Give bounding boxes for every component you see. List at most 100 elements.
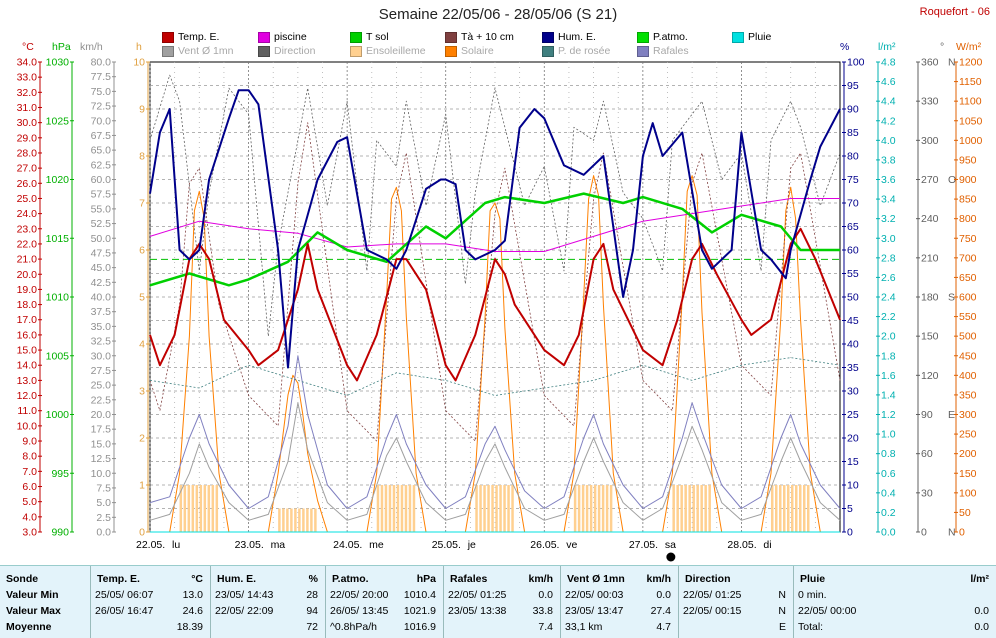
legend-swatch [258,45,270,57]
axis-label-wind: 27.5 [91,365,112,377]
sunshine-bar [491,485,494,532]
axis-label-dir: 90 [921,409,933,421]
x-tick-day: sa [665,539,676,551]
stats-value: 0.0 [974,621,989,633]
axis-label-sun: 4 [139,339,145,351]
axis-label-rain: 0.8 [881,448,896,460]
legend-swatch [445,45,457,57]
axis-label-hum: 55 [847,268,859,280]
legend: Temp. E. piscine T sol Tà + 10 cm Hum. E. P.a… [0,31,860,59]
axis-label-temp: 11.0 [17,405,37,417]
axis-label-press: 1005 [46,350,70,362]
axis-label-hum: 35 [847,362,859,374]
axis-label-wind: 5.0 [96,497,111,509]
sunshine-bar [795,485,798,532]
sunshine-bar [475,485,478,532]
stats-unit: % [308,573,318,585]
stats-value: 22/05/ 22:09 [215,605,274,617]
series-line [149,355,841,509]
axis-label-solar: 750 [959,233,977,245]
axis-label-hum: 45 [847,315,859,327]
axis-label-press: 995 [51,468,69,480]
stats-header: Hum. E. [217,573,257,585]
sunshine-bar [388,485,392,532]
station-name: Roquefort - 06 [919,6,990,18]
axis-label-temp: 7.0 [22,466,37,478]
axis-label-wind: 2.5 [96,512,111,524]
axis-label-hum: 70 [847,198,859,210]
axis-label-wind: 12.5 [91,453,112,465]
stats-value: 33,1 km [565,621,603,633]
axis-label-press: 1010 [46,292,70,304]
axis-label-solar: 850 [959,194,977,206]
axis-label-solar: 1000 [959,135,983,147]
axis-label-solar: 1100 [959,96,982,108]
axis-label-temp: 4.0 [22,511,37,523]
legend-item: P. de rosée [542,45,610,57]
sunshine-bar [404,485,408,532]
legend-swatch [542,31,554,43]
stats-value: 24.6 [182,605,203,617]
axis-label-sun: 10 [133,57,145,69]
axis-label-dir: 30 [921,487,933,499]
sunshine-bar [380,485,384,532]
sunshine-bar [203,485,207,532]
axis-label-rain: 2.0 [881,331,896,343]
axis-label-solar: 350 [959,389,977,401]
axis-label-wind: 70.0 [91,115,112,127]
axis-label-press: 1015 [46,233,70,245]
stats-header: Vent Ø 1mn [567,573,625,585]
stats-value: 22/05/ 00:15 [683,605,742,617]
stats-value: 23/05/ 13:38 [448,605,507,617]
axis-label-temp: 5.0 [22,496,37,508]
sunshine-bar [499,485,502,532]
legend-item: Vent Ø 1mn [162,45,233,57]
axis-label-hum: 75 [847,174,859,186]
stats-value: 1016.9 [403,621,436,633]
stats-value: 7.4 [538,621,553,633]
legend-item: Tà + 10 cm [445,31,514,43]
stats-value: 1010.4 [403,589,436,601]
legend-label: Tà + 10 cm [461,31,514,43]
axis-letter-dir: N [948,57,956,69]
stats-header: Rafales [450,573,488,585]
sunshine-bar [775,485,778,532]
axis-label-temp: 9.0 [22,436,37,448]
axis-label-sun: 2 [139,433,145,445]
axis-label-solar: 0 [959,527,965,539]
sunshine-bar [195,485,199,532]
axis-label-wind: 25.0 [91,380,112,392]
sunshine-bar [191,485,195,532]
axis-label-wind: 10.0 [91,468,112,480]
axis-label-sun: 9 [139,104,145,116]
axis-label-hum: 90 [847,104,859,116]
stats-unit: l/m² [970,573,989,585]
stats-unit: hPa [416,573,436,585]
stats-column: Vent Ø 1mn km/h 22/05/ 00:03 0.0 23/05/ 13:4… [560,566,679,638]
axis-letter-dir: S [948,292,955,304]
axis-label-temp: 30.0 [17,117,38,129]
stats-value: 26/05/ 16:47 [95,605,154,617]
sunshine-bar [609,485,613,532]
stats-row-label: Valeur Min [6,589,59,601]
axis-label-solar: 800 [959,213,977,225]
axis-label-temp: 22.0 [17,238,38,250]
axis-label-hum: 100 [847,57,865,69]
axis-label-rain: 1.2 [881,409,896,421]
axis-label-solar: 200 [959,448,977,460]
axis-label-sun: 6 [139,245,145,257]
axis-label-wind: 50.0 [91,233,112,245]
axis-label-rain: 3.0 [881,233,896,245]
legend-item: Rafales [637,45,689,57]
weather-chart: 3.04.05.06.07.08.09.010.011.012.013.014.… [17,57,983,562]
x-tick-date: 27.05. [629,539,658,551]
stats-value: E [778,621,786,633]
axis-label-wind: 55.0 [91,203,112,215]
stats-value: 22/05/ 01:25 [448,589,507,601]
stats-header: Temp. E. [97,573,140,585]
axis-label-wind: 60.0 [91,174,112,186]
axis-label-dir: 360 [921,57,939,69]
axis-label-wind: 35.0 [91,321,112,333]
legend-label: piscine [274,31,307,43]
axis-label-temp: 29.0 [17,132,38,144]
